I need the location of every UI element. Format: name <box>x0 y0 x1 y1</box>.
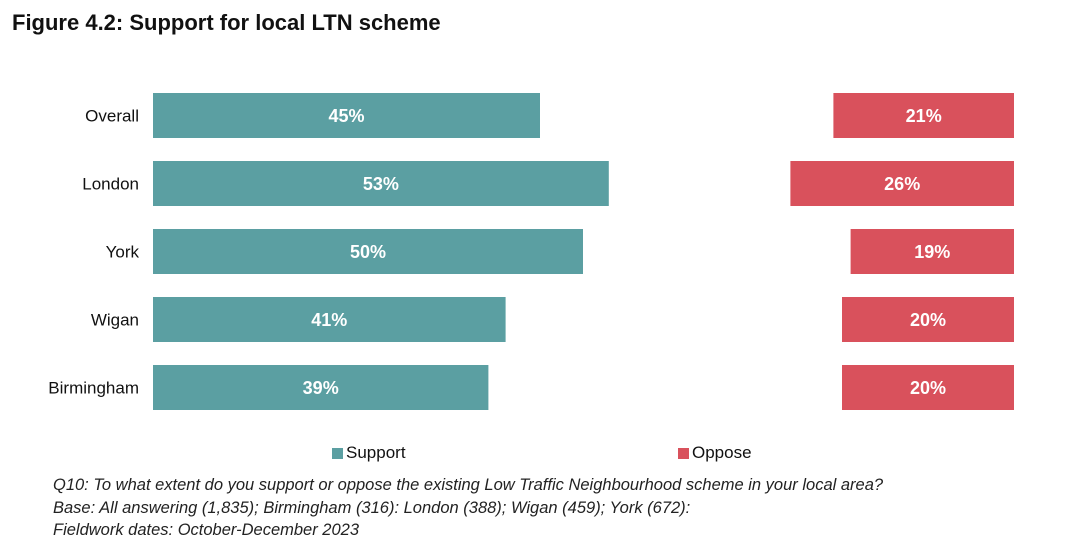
oppose-bar-wigan <box>842 297 1014 342</box>
oppose-value-label-london: 26% <box>884 174 920 194</box>
support-value-label-birmingham: 39% <box>303 378 339 398</box>
category-label-birmingham: Birmingham <box>48 379 139 398</box>
support-bar-york <box>153 229 583 274</box>
category-label-wigan: Wigan <box>91 311 139 330</box>
legend-swatch-oppose <box>678 447 689 459</box>
support-bar-birmingham <box>153 365 489 410</box>
oppose-bar-london <box>790 161 1014 206</box>
oppose-value-label-birmingham: 20% <box>910 378 946 398</box>
oppose-bar-birmingham <box>842 365 1014 410</box>
chart-legend: Support Oppose <box>0 443 1080 465</box>
oppose-value-label-wigan: 20% <box>910 310 946 330</box>
category-label-london: London <box>82 175 139 194</box>
bar-chart: Overall 45% 21% London 53% 26% York 50% 19% Wigan… <box>48 93 1014 410</box>
support-value-label-york: 50% <box>350 242 386 262</box>
category-label-york: York <box>106 243 140 262</box>
support-value-label-london: 53% <box>363 174 399 194</box>
chart-notes: Q10: To what extent do you support or op… <box>53 474 883 542</box>
figure-title: Figure 4.2: Support for local LTN scheme <box>12 10 441 35</box>
survey-question-note: Q10: To what extent do you support or op… <box>53 476 884 494</box>
legend-item-support: Support <box>332 443 406 463</box>
support-value-label-overall: 45% <box>328 106 364 126</box>
support-bar-overall <box>153 93 540 138</box>
support-value-label-wigan: 41% <box>311 310 347 330</box>
oppose-value-label-york: 19% <box>914 242 950 262</box>
oppose-bar-overall <box>833 93 1014 138</box>
oppose-value-label-overall: 21% <box>906 106 942 126</box>
oppose-bar-york <box>850 229 1014 274</box>
fieldwork-dates-note: Fieldwork dates: October-December 2023 <box>53 521 360 539</box>
legend-item-oppose: Oppose <box>678 443 752 463</box>
support-bar-london <box>153 161 609 206</box>
support-bar-wigan <box>153 297 506 342</box>
legend-label-support: Support <box>346 443 406 462</box>
legend-label-oppose: Oppose <box>692 443 752 462</box>
survey-base-note: Base: All answering (1,835); Birmingham … <box>53 498 691 517</box>
category-label-overall: Overall <box>85 107 139 126</box>
legend-swatch-support <box>332 447 343 459</box>
